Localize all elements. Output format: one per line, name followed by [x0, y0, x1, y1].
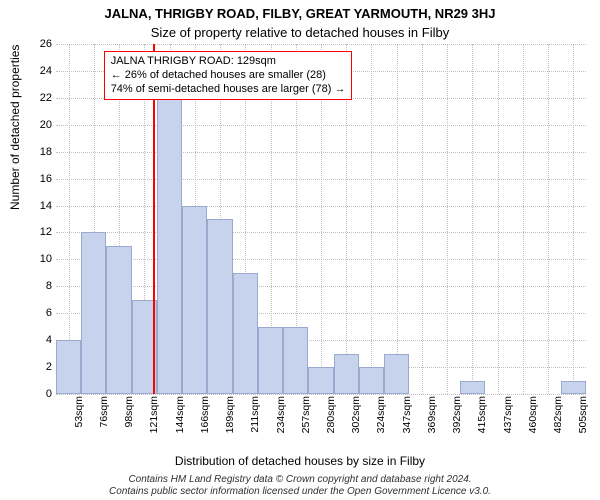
x-tick-label: 482sqm: [552, 396, 564, 433]
x-tick-label: 166sqm: [199, 396, 211, 433]
footer-line1: Contains HM Land Registry data © Crown c…: [128, 474, 471, 485]
y-tick-label: 10: [22, 253, 52, 265]
gridline-vertical: [523, 44, 524, 394]
x-tick-label: 189sqm: [224, 396, 236, 433]
y-tick-label: 4: [22, 334, 52, 346]
x-tick-label: 211sqm: [249, 396, 261, 433]
footer-line2: Contains public sector information licen…: [109, 486, 491, 497]
annotation-line: 74% of semi-detached houses are larger (…: [111, 83, 346, 97]
histogram-bar: [81, 232, 106, 394]
x-tick-label: 347sqm: [401, 396, 413, 433]
histogram-bar: [56, 340, 81, 394]
y-tick-label: 20: [22, 119, 52, 131]
histogram-bar: [106, 246, 131, 394]
x-tick-label: 53sqm: [73, 396, 85, 428]
x-tick-label: 98sqm: [123, 396, 135, 428]
x-tick-label: 234sqm: [275, 396, 287, 433]
histogram-bar: [182, 206, 207, 394]
gridline-vertical: [422, 44, 423, 394]
chart-subtitle: Size of property relative to detached ho…: [0, 25, 600, 40]
y-tick-label: 8: [22, 280, 52, 292]
x-tick-label: 392sqm: [451, 396, 463, 433]
histogram-bar: [207, 219, 232, 394]
histogram-bar: [157, 98, 182, 394]
footer-attribution: Contains HM Land Registry data © Crown c…: [0, 474, 600, 497]
y-axis-label: Number of detached properties: [8, 45, 22, 210]
y-tick-label: 12: [22, 226, 52, 238]
gridline-vertical: [371, 44, 372, 394]
x-tick-label: 460sqm: [527, 396, 539, 433]
x-tick-label: 121sqm: [148, 396, 160, 433]
y-tick-label: 18: [22, 146, 52, 158]
histogram-bar: [233, 273, 258, 394]
y-tick-label: 0: [22, 388, 52, 400]
x-tick-label: 302sqm: [350, 396, 362, 433]
y-tick-label: 26: [22, 38, 52, 50]
y-tick-label: 24: [22, 65, 52, 77]
gridline-horizontal: [56, 394, 586, 395]
y-tick-label: 6: [22, 307, 52, 319]
x-tick-label: 369sqm: [426, 396, 438, 433]
histogram-bar: [283, 327, 308, 394]
x-tick-label: 437sqm: [502, 396, 514, 433]
chart-title: JALNA, THRIGBY ROAD, FILBY, GREAT YARMOU…: [0, 6, 600, 21]
x-tick-label: 280sqm: [325, 396, 337, 433]
x-axis-label: Distribution of detached houses by size …: [0, 454, 600, 468]
x-tick-label: 505sqm: [577, 396, 589, 433]
x-tick-label: 415sqm: [476, 396, 488, 433]
x-tick-label: 324sqm: [375, 396, 387, 433]
x-tick-label: 144sqm: [174, 396, 186, 433]
y-tick-label: 22: [22, 92, 52, 104]
gridline-vertical: [447, 44, 448, 394]
histogram-bar: [334, 354, 359, 394]
histogram-bar: [258, 327, 283, 394]
annotation-line: ← 26% of detached houses are smaller (28…: [111, 69, 346, 83]
histogram-bar: [460, 381, 485, 394]
histogram-bar: [561, 381, 586, 394]
histogram-bar: [359, 367, 384, 394]
histogram-bar: [308, 367, 333, 394]
gridline-vertical: [498, 44, 499, 394]
annotation-line: JALNA THRIGBY ROAD: 129sqm: [111, 55, 346, 69]
y-tick-label: 2: [22, 361, 52, 373]
y-tick-label: 14: [22, 200, 52, 212]
gridline-vertical: [548, 44, 549, 394]
x-tick-label: 257sqm: [300, 396, 312, 433]
gridline-vertical: [472, 44, 473, 394]
x-tick-label: 76sqm: [98, 396, 110, 428]
gridline-vertical: [397, 44, 398, 394]
y-tick-label: 16: [22, 173, 52, 185]
gridline-vertical: [573, 44, 574, 394]
plot-area: 0246810121416182022242653sqm76sqm98sqm12…: [56, 44, 586, 394]
annotation-box: JALNA THRIGBY ROAD: 129sqm← 26% of detac…: [104, 51, 353, 100]
histogram-bar: [384, 354, 409, 394]
